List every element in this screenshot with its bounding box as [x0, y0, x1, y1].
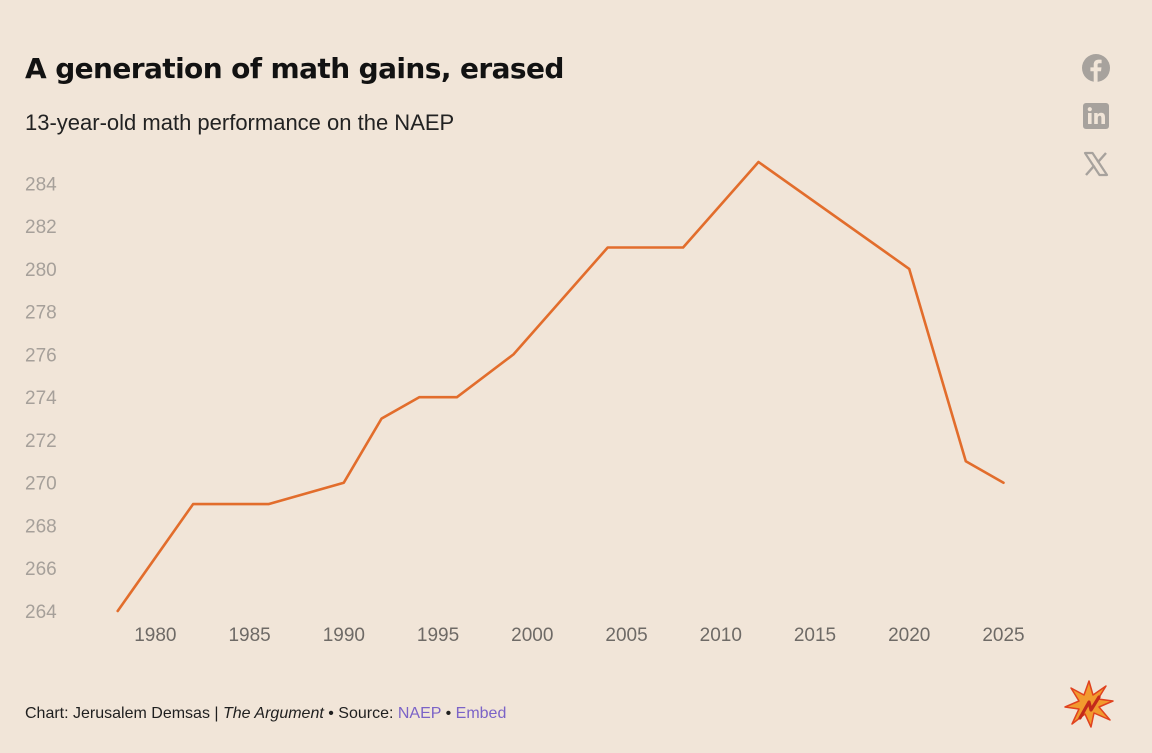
footer-credit: Chart: Jerusalem Demsas |: [25, 705, 223, 722]
linkedin-share-button[interactable]: [1080, 100, 1112, 132]
x-icon: [1083, 151, 1109, 177]
y-tick-label: 264: [25, 602, 57, 623]
footer-publication: The Argument: [223, 705, 324, 722]
facebook-share-button[interactable]: [1080, 52, 1112, 84]
brand-logo-icon: [1064, 680, 1114, 728]
x-tick-label: 1990: [323, 625, 365, 646]
chart-subtitle: 13-year-old math performance on the NAEP: [25, 110, 455, 135]
x-tick-label: 2005: [605, 625, 647, 646]
x-axis: 1980 1985 1990 1995 2000 2005 2010 2015 2020 2025: [134, 625, 1024, 646]
y-tick-label: 270: [25, 474, 57, 495]
linkedin-icon: [1083, 103, 1109, 129]
y-tick-label: 268: [25, 516, 57, 537]
x-tick-label: 1985: [228, 625, 270, 646]
y-tick-label: 274: [25, 388, 57, 409]
data-point[interactable]: [903, 263, 915, 275]
footer-embed-separator: •: [441, 705, 456, 722]
embed-link[interactable]: Embed: [455, 705, 507, 722]
data-point[interactable]: [112, 605, 124, 617]
data-point[interactable]: [677, 242, 689, 254]
data-point[interactable]: [262, 498, 274, 510]
x-tick-label: 2000: [511, 625, 553, 646]
x-tick-label: 1980: [134, 625, 176, 646]
data-point[interactable]: [997, 477, 1009, 489]
data-point[interactable]: [187, 498, 199, 510]
chart-title: A generation of math gains, erased: [25, 52, 564, 85]
x-tick-label: 2025: [982, 625, 1024, 646]
x-tick-label: 2010: [700, 625, 742, 646]
y-tick-label: 266: [25, 559, 57, 580]
data-point[interactable]: [413, 391, 425, 403]
data-point[interactable]: [507, 348, 519, 360]
x-tick-label: 1995: [417, 625, 459, 646]
data-point[interactable]: [338, 477, 350, 489]
data-point[interactable]: [376, 413, 388, 425]
chart-footer: Chart: Jerusalem Demsas | The Argument •…: [25, 705, 506, 723]
y-tick-label: 280: [25, 260, 57, 281]
y-tick-label: 272: [25, 431, 57, 452]
x-tick-label: 2020: [888, 625, 930, 646]
share-buttons: [1080, 52, 1112, 192]
y-tick-label: 282: [25, 217, 57, 238]
data-point[interactable]: [451, 391, 463, 403]
x-tick-label: 2015: [794, 625, 836, 646]
footer-source-separator: • Source:: [323, 705, 398, 722]
data-point[interactable]: [960, 455, 972, 467]
y-tick-label: 278: [25, 303, 57, 324]
series-layer: [112, 156, 1009, 617]
x-share-button[interactable]: [1080, 148, 1112, 180]
facebook-icon: [1082, 54, 1110, 82]
y-tick-label: 284: [25, 174, 57, 195]
series-line: [116, 160, 1005, 613]
source-link[interactable]: NAEP: [397, 705, 442, 722]
y-tick-label: 276: [25, 345, 57, 366]
y-axis: 264 266 268 270 272 274 276 278 280 282 284: [25, 174, 57, 623]
data-point[interactable]: [602, 242, 614, 254]
data-point[interactable]: [752, 156, 764, 168]
